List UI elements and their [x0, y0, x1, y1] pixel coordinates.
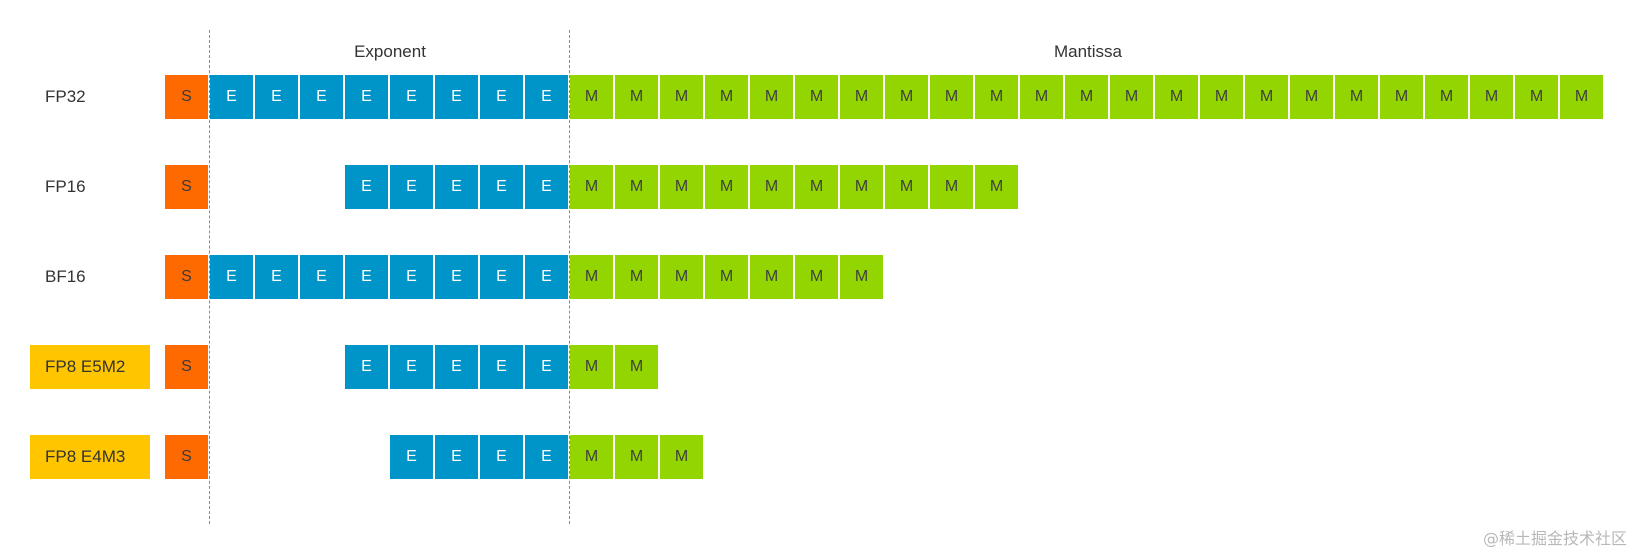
exponent-bit: E	[390, 165, 434, 209]
format-label: FP8 E4M3	[30, 435, 150, 479]
mantissa-bit: M	[1380, 75, 1424, 119]
mantissa-bit: M	[975, 165, 1019, 209]
exponent-bit: E	[435, 75, 479, 119]
exponent-bit: E	[390, 255, 434, 299]
mantissa-bit: M	[1200, 75, 1244, 119]
mantissa-bit: M	[885, 75, 929, 119]
exponent-bit: E	[525, 255, 569, 299]
exponent-bit: E	[345, 255, 389, 299]
sign-exponent-divider	[209, 30, 210, 524]
sign-bit: S	[165, 345, 209, 389]
mantissa-bit: M	[705, 75, 749, 119]
exponent-bit: E	[255, 75, 299, 119]
exponent-bit: E	[390, 435, 434, 479]
mantissa-bit: M	[1065, 75, 1109, 119]
format-label: BF16	[45, 267, 86, 286]
mantissa-bit: M	[1515, 75, 1559, 119]
mantissa-bit: M	[1110, 75, 1154, 119]
exponent-bit: E	[390, 75, 434, 119]
mantissa-bit: M	[975, 75, 1019, 119]
exponent-bit: E	[525, 165, 569, 209]
exponent-bit: E	[345, 345, 389, 389]
mantissa-bit: M	[750, 75, 794, 119]
mantissa-bit: M	[1335, 75, 1379, 119]
mantissa-bit: M	[795, 75, 839, 119]
mantissa-bit: M	[930, 75, 974, 119]
exponent-bit: E	[480, 255, 524, 299]
mantissa-bit: M	[570, 255, 614, 299]
exponent-bit: E	[480, 345, 524, 389]
exponent-bit: E	[525, 345, 569, 389]
exponent-bit: E	[390, 345, 434, 389]
mantissa-bit: M	[1560, 75, 1604, 119]
exponent-bit: E	[435, 345, 479, 389]
exponent-header: Exponent	[354, 42, 426, 61]
mantissa-header: Mantissa	[1053, 42, 1123, 61]
mantissa-bit: M	[1155, 75, 1199, 119]
exponent-bit: E	[300, 75, 344, 119]
mantissa-bit: M	[660, 435, 704, 479]
mantissa-bit: M	[570, 345, 614, 389]
exponent-mantissa-divider	[569, 30, 570, 524]
mantissa-bit: M	[570, 75, 614, 119]
exponent-bit: E	[480, 75, 524, 119]
exponent-bit: E	[300, 255, 344, 299]
exponent-bit: E	[255, 255, 299, 299]
mantissa-bit: M	[840, 165, 884, 209]
exponent-bit: E	[480, 165, 524, 209]
mantissa-bit: M	[660, 75, 704, 119]
mantissa-bit: M	[795, 255, 839, 299]
mantissa-bit: M	[840, 75, 884, 119]
mantissa-bit: M	[705, 165, 749, 209]
mantissa-bit: M	[885, 165, 929, 209]
watermark: @稀土掘金技术社区	[1482, 529, 1627, 548]
mantissa-bit: M	[930, 165, 974, 209]
mantissa-bit: M	[570, 435, 614, 479]
sign-bit: S	[165, 435, 209, 479]
sign-bit: S	[165, 255, 209, 299]
mantissa-bit: M	[1470, 75, 1514, 119]
mantissa-bit: M	[1245, 75, 1289, 119]
mantissa-bit: M	[660, 255, 704, 299]
mantissa-bit: M	[750, 165, 794, 209]
mantissa-bit: M	[1290, 75, 1334, 119]
format-label: FP16	[45, 177, 86, 196]
mantissa-bit: M	[615, 435, 659, 479]
format-label: FP8 E5M2	[30, 345, 150, 389]
exponent-bit: E	[435, 165, 479, 209]
exponent-bit: E	[210, 75, 254, 119]
mantissa-bit: M	[615, 345, 659, 389]
exponent-bit: E	[210, 255, 254, 299]
exponent-bit: E	[525, 75, 569, 119]
exponent-bit: E	[435, 255, 479, 299]
mantissa-bit: M	[615, 165, 659, 209]
exponent-bit: E	[435, 435, 479, 479]
mantissa-bit: M	[615, 75, 659, 119]
sign-bit: S	[165, 165, 209, 209]
exponent-bit: E	[345, 75, 389, 119]
exponent-bit: E	[345, 165, 389, 209]
mantissa-bit: M	[795, 165, 839, 209]
mantissa-bit: M	[1020, 75, 1064, 119]
exponent-bit: E	[525, 435, 569, 479]
mantissa-bit: M	[705, 255, 749, 299]
mantissa-bit: M	[660, 165, 704, 209]
exponent-bit: E	[480, 435, 524, 479]
mantissa-bit: M	[615, 255, 659, 299]
format-label: FP32	[45, 87, 86, 106]
mantissa-bit: M	[570, 165, 614, 209]
mantissa-bit: M	[1425, 75, 1469, 119]
mantissa-bit: M	[840, 255, 884, 299]
mantissa-bit: M	[750, 255, 794, 299]
sign-bit: S	[165, 75, 209, 119]
